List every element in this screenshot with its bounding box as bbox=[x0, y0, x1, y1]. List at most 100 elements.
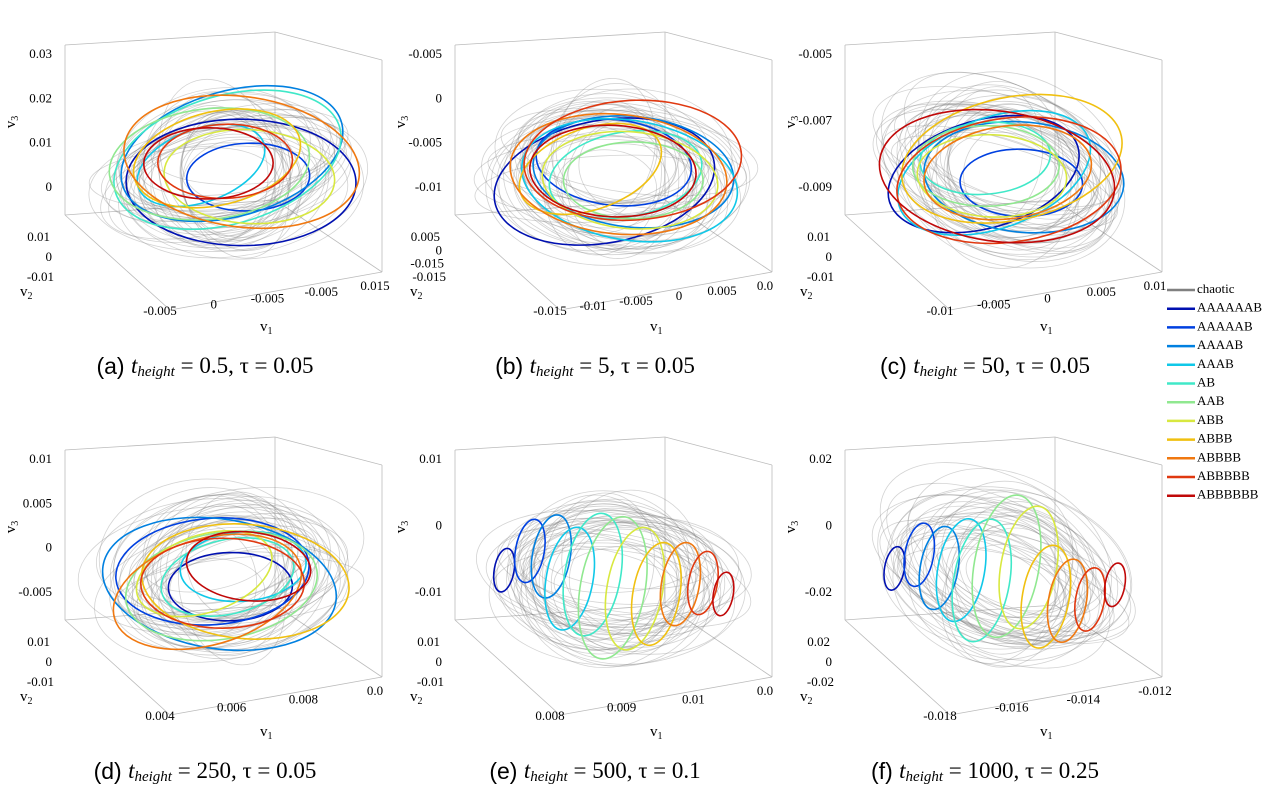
box-edge bbox=[949, 271, 1163, 311]
x-tick-label: -0.005 bbox=[977, 297, 1011, 312]
trajectory bbox=[117, 555, 365, 626]
trajectory bbox=[897, 505, 1081, 642]
box-edge bbox=[949, 676, 1163, 716]
box-edge bbox=[454, 214, 561, 311]
trajectory bbox=[896, 515, 1085, 642]
trajectory bbox=[1074, 567, 1107, 632]
box-edge bbox=[1054, 436, 1163, 466]
trajectory bbox=[521, 542, 712, 605]
trajectory bbox=[135, 529, 273, 618]
trajectory bbox=[120, 110, 364, 260]
y-tick-label: 0.01 bbox=[27, 634, 50, 649]
trajectory bbox=[882, 90, 1120, 258]
box-edge bbox=[844, 214, 951, 311]
trajectory bbox=[150, 110, 307, 249]
caption-rest: = 50, τ = 0.05 bbox=[957, 353, 1090, 378]
caption-var: t bbox=[524, 758, 531, 783]
panel: -0.005 -0.007 -0.009 0.01 0 -0.01 -0.01 -0.005 0… bbox=[798, 31, 1166, 318]
y-tick-label: 0 bbox=[826, 654, 833, 669]
trajectory bbox=[519, 109, 700, 222]
trajectory bbox=[894, 100, 1122, 208]
trajectory bbox=[485, 520, 742, 626]
caption-var: t bbox=[913, 353, 920, 378]
trajectory bbox=[101, 516, 338, 652]
axis-label-sub: 2 bbox=[28, 696, 33, 707]
trajectory bbox=[523, 99, 743, 222]
trajectory bbox=[890, 486, 1131, 650]
trajectory bbox=[923, 124, 1093, 221]
trajectory bbox=[180, 110, 290, 259]
caption-sub: height bbox=[920, 364, 958, 380]
trajectory bbox=[935, 86, 1044, 230]
legend-label: AAB bbox=[1197, 393, 1225, 408]
y-tick-label: -0.015 bbox=[412, 269, 446, 284]
x-tick-label: -0.018 bbox=[923, 708, 957, 723]
trajectory bbox=[525, 507, 706, 667]
trajectory bbox=[878, 108, 1116, 244]
y-tick-label: 0 bbox=[46, 249, 53, 264]
trajectory bbox=[109, 496, 331, 651]
trajectory bbox=[140, 523, 350, 640]
y-tick-label: 0.01 bbox=[807, 229, 830, 244]
trajectory bbox=[88, 145, 333, 211]
trajectory bbox=[577, 515, 648, 660]
box-edge bbox=[664, 436, 773, 466]
trajectory bbox=[95, 498, 320, 616]
z-axis-label: v3 bbox=[393, 521, 411, 534]
trajectory bbox=[530, 514, 573, 599]
axis-label-sub: 1 bbox=[1048, 326, 1053, 337]
axis-label-sub: 1 bbox=[1048, 731, 1053, 742]
box-edge bbox=[844, 436, 1056, 451]
x-tick-label: 0.004 bbox=[145, 708, 175, 723]
axis-label-text: v bbox=[393, 525, 409, 533]
trajectory bbox=[185, 530, 312, 602]
axis-label-text: v bbox=[800, 689, 808, 705]
trajectory bbox=[907, 494, 1132, 634]
trajectory bbox=[152, 544, 340, 629]
y-axis-label: v2 bbox=[20, 284, 33, 302]
trajectory bbox=[161, 525, 316, 605]
trajectory bbox=[539, 136, 677, 204]
trajectory bbox=[142, 126, 274, 200]
x-tick-label: -0.016 bbox=[995, 700, 1029, 715]
z-axis-label: v3 bbox=[783, 116, 801, 129]
trajectory bbox=[892, 512, 1100, 667]
trajectory bbox=[115, 87, 322, 243]
legend-label: AAAAAB bbox=[1197, 318, 1253, 333]
z-tick-label: -0.005 bbox=[408, 46, 442, 61]
x-tick-label: 0 bbox=[211, 297, 218, 312]
y-axis-label: v2 bbox=[800, 689, 813, 707]
z-axis-label: v3 bbox=[3, 521, 21, 534]
z-tick-label: -0.009 bbox=[798, 179, 832, 194]
trajectory bbox=[494, 501, 714, 649]
trajectory bbox=[139, 499, 330, 660]
x-tick-label: 0.0 bbox=[757, 683, 773, 698]
z-tick-label: 0 bbox=[826, 517, 833, 532]
x-tick-label: -0.005 bbox=[619, 293, 653, 308]
trajectory bbox=[496, 505, 709, 650]
caption-prefix: (e) bbox=[489, 758, 524, 784]
trajectory bbox=[1046, 558, 1089, 644]
trajectory bbox=[520, 117, 739, 243]
x-tick-label: 0.005 bbox=[1087, 284, 1116, 299]
z-tick-label: 0 bbox=[46, 540, 53, 555]
trajectory bbox=[896, 547, 1130, 645]
x-axis-label: v1 bbox=[650, 724, 663, 742]
y-tick-label: -0.01 bbox=[807, 269, 834, 284]
trajectory bbox=[506, 517, 711, 665]
legend-label: AAAAB bbox=[1197, 337, 1244, 352]
trajectory bbox=[900, 523, 1115, 637]
box-edge bbox=[664, 199, 773, 273]
trajectory bbox=[509, 112, 728, 236]
trajectory bbox=[544, 120, 689, 250]
axis-label-text: v bbox=[783, 525, 799, 533]
caption-var: t bbox=[899, 758, 906, 783]
y-tick-label: 0 bbox=[46, 654, 53, 669]
caption: (e) theight = 500, τ = 0.1 bbox=[489, 758, 700, 785]
trajectory bbox=[561, 106, 680, 259]
y-tick-label: -0.02 bbox=[807, 674, 834, 689]
trajectory bbox=[538, 527, 722, 648]
trajectory bbox=[160, 537, 295, 617]
trajectory bbox=[165, 503, 288, 657]
trajectory bbox=[541, 130, 719, 230]
